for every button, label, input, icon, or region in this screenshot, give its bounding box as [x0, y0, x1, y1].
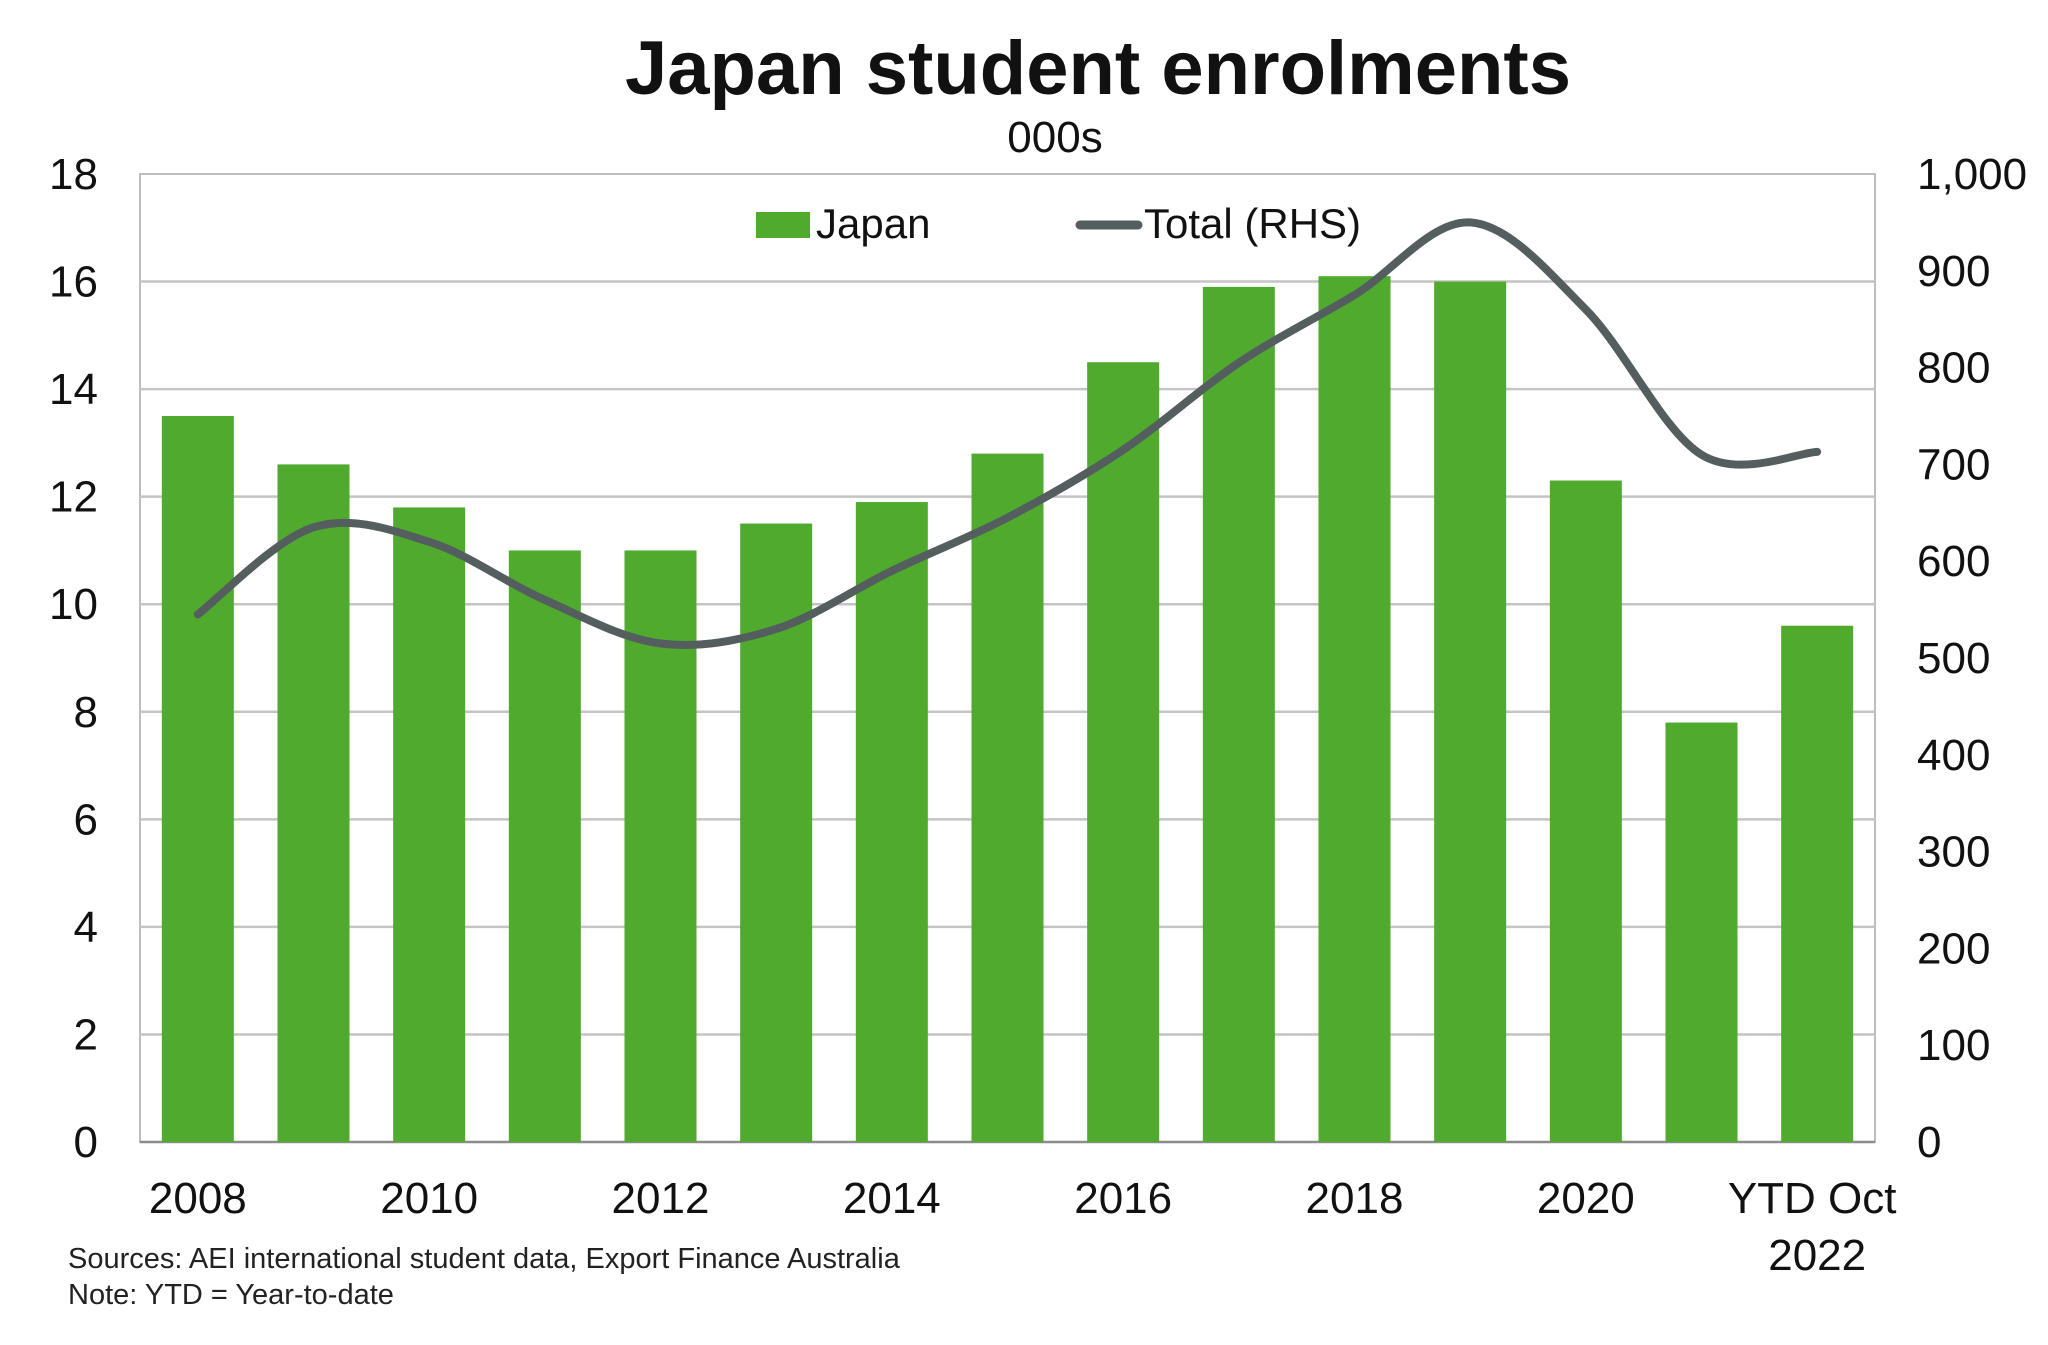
left-axis-tick-label: 0: [74, 1118, 98, 1167]
bar-japan: [855, 502, 928, 1142]
bar-japan: [1434, 281, 1507, 1142]
line-total-rhs: [193, 218, 1822, 649]
x-axis-tick-label: 2008: [149, 1174, 247, 1223]
right-axis-tick-label: 600: [1917, 537, 1990, 586]
x-axis-tick-label: 2014: [843, 1174, 941, 1223]
left-axis-tick-label: 10: [49, 580, 98, 629]
bar-japan: [161, 416, 234, 1142]
chart-subtitle: 000s: [1007, 113, 1102, 162]
legend-label-total: Total (RHS): [1144, 200, 1361, 247]
bar-japan: [277, 464, 350, 1142]
left-axis-tick-label: 8: [74, 688, 98, 737]
left-axis-tick-label: 16: [49, 258, 98, 307]
left-axis: 0 2 4 6 8 10 12 14 16 18: [49, 150, 98, 1167]
legend: Japan Total (RHS): [756, 200, 1361, 247]
left-axis-tick-label: 2: [74, 1010, 98, 1059]
left-axis-tick-label: 6: [74, 795, 98, 844]
right-axis-tick-label: 500: [1917, 634, 1990, 683]
bar-japan: [1087, 362, 1160, 1142]
bar-japan: [393, 507, 466, 1142]
x-axis-tick-label: 2012: [612, 1174, 710, 1223]
x-axis-tick-label: 2022: [1768, 1231, 1866, 1280]
left-axis-tick-label: 4: [74, 903, 98, 952]
right-axis-tick-label: 800: [1917, 344, 1990, 393]
bar-japan: [971, 453, 1044, 1143]
right-axis-tick-label: 1,000: [1917, 150, 2027, 199]
right-axis-tick-label: 700: [1917, 440, 1990, 489]
legend-swatch-japan: [756, 212, 810, 238]
left-axis-tick-label: 12: [49, 473, 98, 522]
right-axis-tick-label: 300: [1917, 828, 1990, 877]
right-axis: 0 100 200 300 400 500 600 700 800 900 1,000: [1917, 150, 2027, 1167]
bar-japan: [508, 550, 581, 1142]
x-axis-tick-label: 2018: [1306, 1174, 1404, 1223]
bar-japan: [1202, 286, 1275, 1142]
right-axis-tick-label: 0: [1917, 1118, 1941, 1167]
x-axis-tick-label: YTD Oct: [1728, 1174, 1897, 1223]
bar-japan: [1665, 722, 1738, 1142]
x-axis: 2008 2010 2012 2014 2016 2018 2020 YTD Oct 2022: [149, 1174, 1897, 1280]
abbreviation-note: Note: YTD = Year-to-date: [68, 1279, 394, 1311]
x-axis-tick-label: 2010: [380, 1174, 478, 1223]
bar-series-japan: [161, 276, 1854, 1143]
right-axis-tick-label: 200: [1917, 924, 1990, 973]
sources-note: Sources: AEI international student data,…: [68, 1243, 901, 1275]
right-axis-tick-label: 400: [1917, 731, 1990, 780]
bar-japan: [624, 550, 697, 1142]
x-axis-tick-label: 2016: [1074, 1174, 1172, 1223]
right-axis-tick-label: 100: [1917, 1021, 1990, 1070]
x-axis-tick-label: 2020: [1537, 1174, 1635, 1223]
line-series-total: [193, 218, 1822, 649]
legend-label-japan: Japan: [816, 200, 930, 247]
bar-japan: [1781, 625, 1854, 1142]
left-axis-tick-label: 14: [49, 365, 98, 414]
chart-title: Japan student enrolments: [625, 26, 1571, 111]
left-axis-tick-label: 18: [49, 150, 98, 199]
bar-japan: [1549, 480, 1622, 1142]
bar-japan: [1318, 276, 1391, 1143]
right-axis-tick-label: 900: [1917, 247, 1990, 296]
